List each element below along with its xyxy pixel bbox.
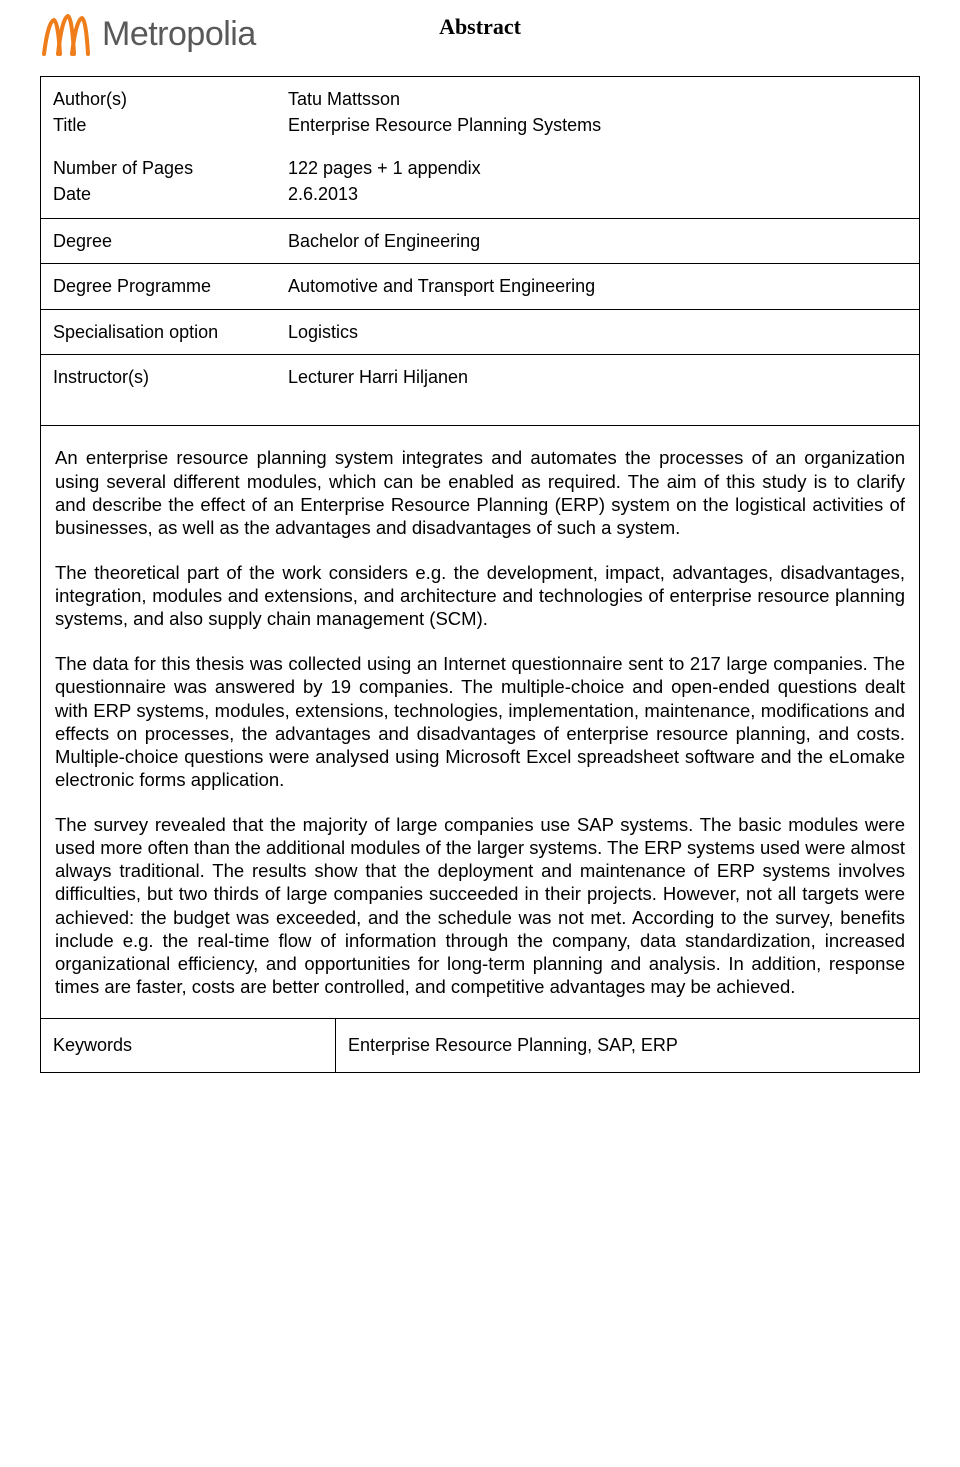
metropolia-logo-icon: [40, 10, 96, 58]
logo-block: Metropolia: [40, 10, 256, 58]
meta-row-author-title: Author(s) Title Number of Pages Date Tat…: [41, 77, 919, 219]
title-value: Enterprise Resource Planning Systems: [288, 113, 907, 137]
author-value: Tatu Mattsson: [288, 87, 907, 111]
abstract-p1: An enterprise resource planning system i…: [55, 446, 905, 539]
meta-row-degree: Degree Bachelor of Engineering: [41, 219, 919, 264]
meta-row-instructor: Instructor(s) Lecturer Harri Hiljanen: [41, 355, 919, 426]
instructor-value: Lecturer Harri Hiljanen: [276, 355, 919, 419]
programme-label: Degree Programme: [41, 264, 276, 308]
specialisation-label: Specialisation option: [41, 310, 276, 354]
pages-value: 122 pages + 1 appendix: [288, 156, 907, 180]
meta-row-specialisation: Specialisation option Logistics: [41, 310, 919, 355]
meta-labels-1: Author(s) Title Number of Pages Date: [41, 77, 276, 218]
header-row: Metropolia Abstract: [40, 10, 920, 58]
abstract-p4: The survey revealed that the majority of…: [55, 813, 905, 998]
keywords-row: Keywords Enterprise Resource Planning, S…: [40, 1019, 920, 1073]
abstract-p3: The data for this thesis was collected u…: [55, 652, 905, 791]
author-label: Author(s): [53, 87, 264, 111]
degree-value: Bachelor of Engineering: [276, 219, 919, 263]
meta-values-1: Tatu Mattsson Enterprise Resource Planni…: [276, 77, 919, 218]
logo-text: Metropolia: [102, 15, 256, 54]
title-label: Title: [53, 113, 264, 137]
pages-label: Number of Pages: [53, 156, 264, 180]
date-value: 2.6.2013: [288, 182, 907, 206]
keywords-value: Enterprise Resource Planning, SAP, ERP: [336, 1019, 919, 1072]
keywords-label: Keywords: [41, 1019, 336, 1072]
programme-value: Automotive and Transport Engineering: [276, 264, 919, 308]
date-label: Date: [53, 182, 264, 206]
abstract-p2: The theoretical part of the work conside…: [55, 561, 905, 630]
abstract-body: An enterprise resource planning system i…: [40, 426, 920, 1019]
instructor-label: Instructor(s): [41, 355, 276, 419]
specialisation-value: Logistics: [276, 310, 919, 354]
abstract-heading: Abstract: [439, 14, 521, 40]
meta-row-programme: Degree Programme Automotive and Transpor…: [41, 264, 919, 309]
abstract-page: Metropolia Abstract Author(s) Title Numb…: [0, 0, 960, 1093]
degree-label: Degree: [41, 219, 276, 263]
meta-table: Author(s) Title Number of Pages Date Tat…: [40, 76, 920, 426]
